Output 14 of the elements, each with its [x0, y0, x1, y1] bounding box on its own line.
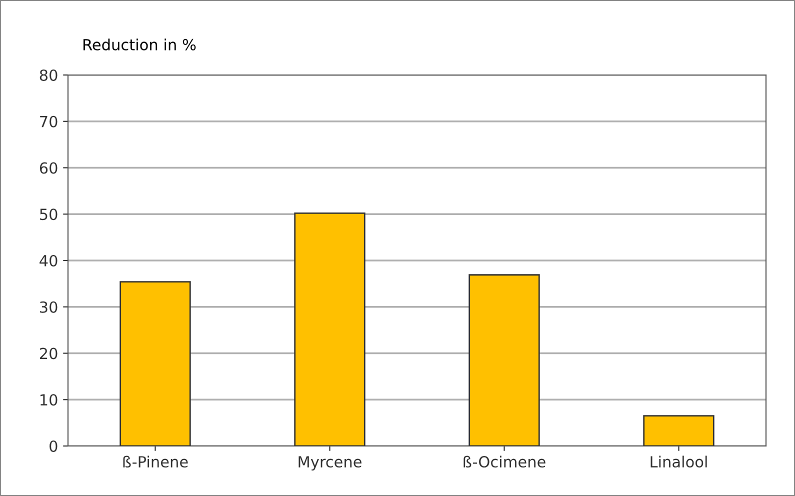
x-tick-label: ß-Ocimene: [464, 456, 546, 468]
y-tick-label: 70: [40, 116, 58, 128]
y-tick-label: 80: [40, 69, 58, 82]
y-tick-label: 10: [40, 394, 58, 406]
y-axis-title: Reduction in %: [84, 38, 196, 50]
y-tick-label: 60: [40, 162, 58, 174]
x-tick-label: Linalool: [650, 456, 707, 468]
y-tick-label: 50: [40, 208, 58, 220]
x-tick-label: Myrcene: [298, 456, 362, 471]
x-tick-label: ß-Pinene: [123, 456, 188, 468]
y-tick-label: 30: [40, 301, 58, 313]
y-tick-label: 40: [40, 254, 58, 267]
y-tick-label: 0: [50, 440, 58, 452]
y-tick-label: 20: [40, 348, 58, 360]
